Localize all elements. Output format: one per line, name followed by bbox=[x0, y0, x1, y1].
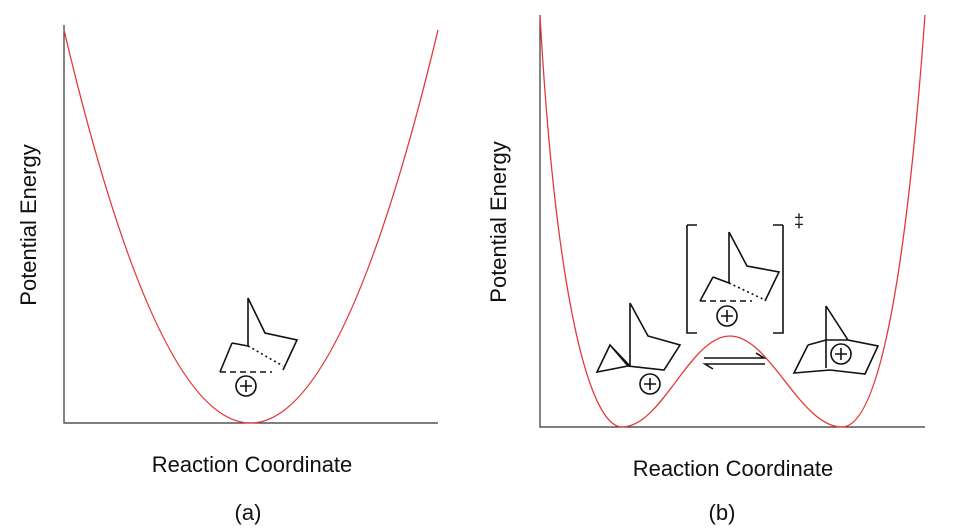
double-dagger: ‡ bbox=[794, 211, 804, 231]
caption: (b) bbox=[709, 500, 736, 525]
energy-curve bbox=[539, 14, 926, 428]
x-label: Reaction Coordinate bbox=[633, 456, 834, 481]
molecule-right bbox=[792, 305, 880, 375]
y-label: Potential Energy bbox=[16, 144, 41, 305]
energy-curve bbox=[63, 29, 439, 424]
y-label: Potential Energy bbox=[486, 141, 511, 302]
x-label: Reaction Coordinate bbox=[152, 452, 353, 477]
axes bbox=[63, 25, 438, 424]
equilibrium-arrows bbox=[702, 352, 767, 370]
molecule-ts bbox=[686, 224, 784, 334]
caption: (a) bbox=[235, 500, 262, 525]
molecule bbox=[219, 297, 299, 397]
axes bbox=[539, 15, 925, 428]
molecule-left bbox=[595, 302, 682, 395]
